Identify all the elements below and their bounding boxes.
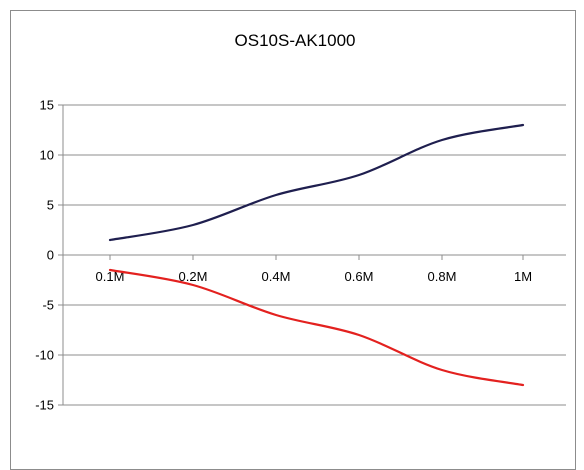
y-tick-label: -15 [35, 398, 54, 413]
chart-title: OS10S-AK1000 [235, 31, 356, 50]
gridlines [63, 104, 566, 406]
y-tick-label: 10 [40, 148, 54, 163]
x-tick-label: 0.8M [428, 269, 457, 284]
axes [58, 104, 524, 406]
series-line-2 [108, 268, 525, 387]
y-tick-label: 5 [47, 198, 54, 213]
x-tick-label: 0.1M [96, 269, 125, 284]
y-tick-labels: 15 10 5 0 -5 -10 -15 [35, 98, 54, 413]
line-chart: OS10S-AK1000 15 10 5 0 -5 -10 -15 0.1M 0.2M 0.4M… [35, 31, 566, 413]
x-tick-label: 1M [514, 269, 532, 284]
y-tick-label: -5 [42, 298, 54, 313]
y-tick-label: 0 [47, 248, 54, 263]
chart-frame [10, 10, 576, 470]
series-line-1 [108, 123, 525, 242]
series-lines [108, 123, 525, 387]
x-tick-labels: 0.1M 0.2M 0.4M 0.6M 0.8M 1M [96, 269, 532, 284]
x-tick-label: 0.4M [262, 269, 291, 284]
x-tick-label: 0.2M [179, 269, 208, 284]
y-tick-label: -10 [35, 348, 54, 363]
x-tick-label: 0.6M [345, 269, 374, 284]
y-tick-label: 15 [40, 98, 54, 113]
